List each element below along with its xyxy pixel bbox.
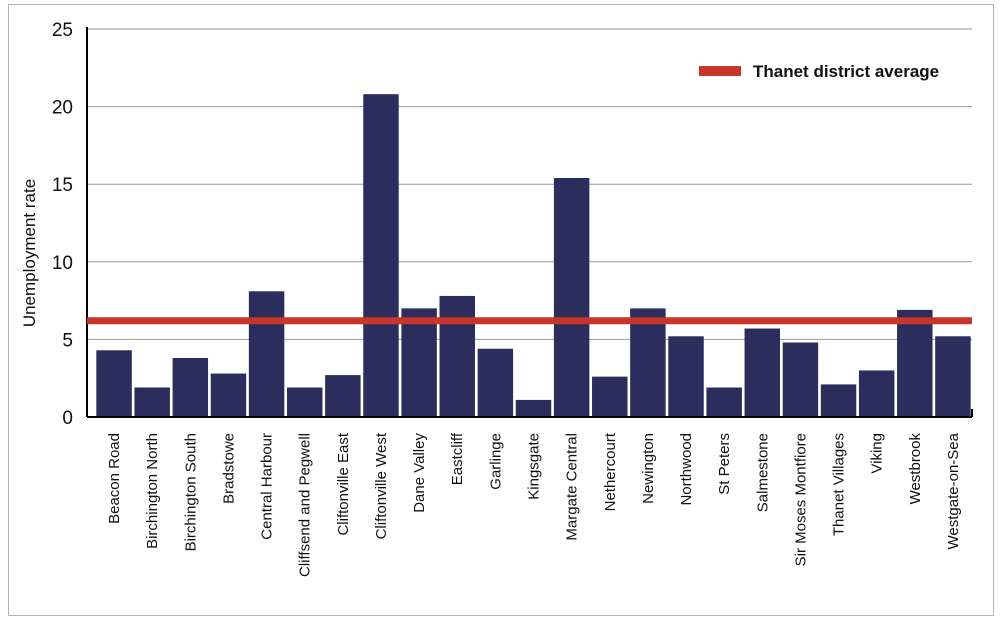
y-axis-label: Unemployment rate — [20, 179, 39, 327]
bar — [553, 177, 590, 417]
bars-group — [96, 94, 971, 418]
x-category-label: Salmestone — [754, 433, 771, 512]
x-category-label: Cliftonville East — [335, 432, 352, 535]
y-tick-label: 10 — [52, 253, 73, 274]
x-category-label: St Peters — [716, 433, 733, 495]
y-tick-labels: 0 5 10 15 20 25 — [52, 20, 73, 429]
bar — [172, 358, 209, 417]
bar — [858, 370, 895, 417]
bar — [439, 295, 475, 417]
x-category-label: Thanet Villages — [831, 433, 848, 536]
y-tick-label: 15 — [52, 175, 73, 196]
bar — [248, 291, 285, 417]
bar — [592, 376, 628, 417]
bar — [325, 375, 361, 417]
x-category-label: Cliftonville West — [373, 432, 390, 539]
bar — [477, 348, 514, 417]
y-tick-label: 20 — [52, 98, 73, 119]
x-category-label: Beacon Road — [106, 433, 123, 524]
chart-frame: 0 5 10 15 20 25 Beacon Road Birchington North B… — [8, 4, 994, 616]
x-category-label: Viking — [869, 433, 886, 474]
x-category-label: Newington — [640, 433, 657, 504]
bar — [96, 350, 132, 417]
bar — [820, 384, 857, 417]
x-category-label: Garlinge — [487, 433, 504, 490]
bar — [744, 328, 781, 417]
bar — [515, 399, 552, 417]
y-tick-label: 5 — [62, 330, 73, 351]
bar — [935, 336, 971, 417]
bar — [782, 342, 819, 417]
x-category-label: Westbrook — [907, 433, 924, 505]
bar — [630, 308, 666, 417]
x-category-label: Eastcliff — [449, 432, 466, 485]
x-category-label: Birchington South — [182, 433, 199, 551]
x-category-label: Dane Valley — [411, 433, 428, 513]
y-tick-label: 25 — [52, 20, 73, 41]
axes — [86, 27, 973, 418]
x-category-label: Nethercourt — [602, 432, 619, 511]
bar — [668, 336, 704, 417]
x-category-label: Northwood — [678, 433, 695, 506]
y-tick-label: 0 — [62, 408, 73, 429]
x-category-label: Birchington North — [144, 433, 161, 549]
legend-swatch — [699, 66, 741, 76]
bar — [897, 309, 933, 417]
bar — [286, 387, 323, 417]
bar — [401, 308, 437, 417]
legend: Thanet district average — [699, 62, 939, 81]
legend-label: Thanet district average — [753, 62, 939, 81]
x-category-label: Central Harbour — [259, 433, 276, 540]
bar — [706, 387, 742, 417]
bar — [210, 373, 247, 417]
x-category-label: Westgate-on-Sea — [945, 432, 962, 549]
x-category-label: Kingsgate — [526, 433, 543, 500]
x-category-label: Cliffsend and Pegwell — [297, 433, 314, 577]
gridlines — [87, 28, 972, 340]
x-category-label: Sir Moses Montfiore — [792, 433, 809, 566]
x-category-label: Margate Central — [564, 433, 581, 541]
x-category-labels: Beacon Road Birchington North Birchington … — [106, 432, 962, 577]
x-category-label: Bradstowe — [220, 433, 237, 504]
bar — [134, 387, 170, 417]
bar — [363, 94, 399, 418]
